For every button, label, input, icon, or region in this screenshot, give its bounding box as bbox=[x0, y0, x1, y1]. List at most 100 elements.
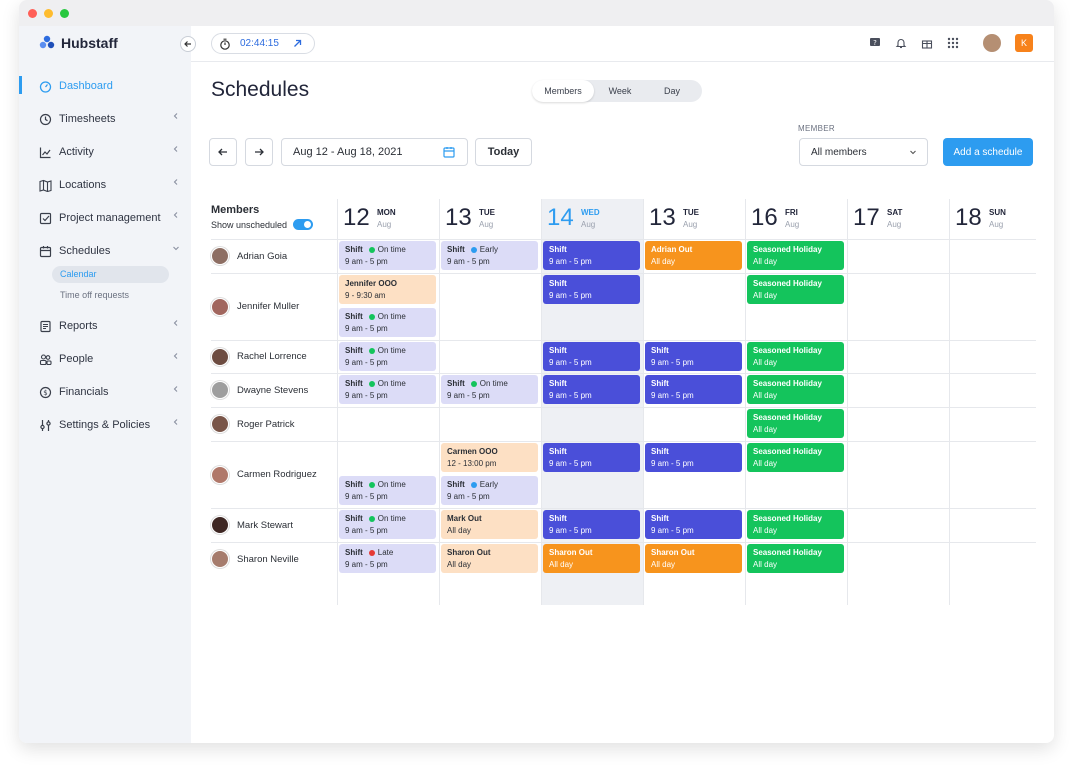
schedule-event[interactable]: Seasoned Holiday All day bbox=[747, 342, 844, 371]
bell-icon[interactable] bbox=[894, 36, 908, 50]
schedule-event[interactable]: Shift On time 9 am - 5 pm bbox=[441, 375, 538, 404]
schedule-event[interactable]: Shift Late 9 am - 5 pm bbox=[339, 544, 436, 573]
schedule-event[interactable]: Sharon Out All day bbox=[645, 544, 742, 573]
schedule-event[interactable]: Seasoned Holiday All day bbox=[747, 241, 844, 270]
member-row[interactable]: Jennifer Muller bbox=[211, 273, 337, 340]
schedule-event[interactable]: Seasoned Holiday All day bbox=[747, 275, 844, 304]
member-row[interactable]: Mark Stewart bbox=[211, 508, 337, 542]
schedule-event[interactable]: Shift 9 am - 5 pm bbox=[543, 510, 640, 539]
tab-week[interactable]: Week bbox=[608, 86, 632, 96]
tab-members[interactable]: Members bbox=[532, 80, 594, 102]
day-number: 13 bbox=[445, 204, 472, 231]
avatar bbox=[211, 465, 229, 484]
status-text: On time bbox=[377, 379, 406, 388]
schedule-event[interactable]: Seasoned Holiday All day bbox=[747, 544, 844, 573]
next-week-button[interactable] bbox=[245, 138, 273, 166]
schedule-event[interactable]: Shift 9 am - 5 pm bbox=[543, 342, 640, 371]
date-range-picker[interactable]: Aug 12 - Aug 18, 2021 bbox=[281, 138, 468, 166]
sidebar-subitem-time-off-requests[interactable]: Time off requests bbox=[60, 290, 130, 300]
schedule-event[interactable]: Jennifer OOO 9 - 9:30 am bbox=[339, 275, 436, 304]
schedule-event[interactable]: Shift 9 am - 5 pm bbox=[543, 443, 640, 472]
member-select[interactable]: All members bbox=[799, 138, 928, 166]
schedule-event[interactable]: Shift 9 am - 5 pm bbox=[543, 275, 640, 304]
sidebar-item-activity[interactable]: Activity bbox=[38, 141, 180, 163]
schedule-event[interactable]: Seasoned Holiday All day bbox=[747, 409, 844, 438]
schedule-event[interactable]: Shift On time 9 am - 5 pm bbox=[339, 241, 436, 270]
sidebar-item-settings-policies[interactable]: Settings & Policies bbox=[38, 414, 180, 436]
open-timer-icon[interactable] bbox=[293, 39, 302, 48]
app-name: Hubstaff bbox=[61, 35, 118, 51]
apps-grid-icon[interactable] bbox=[946, 36, 960, 50]
schedule-event[interactable]: Mark Out All day bbox=[441, 510, 538, 539]
sidebar-item-people[interactable]: People bbox=[38, 348, 180, 370]
row-divider bbox=[211, 407, 1036, 408]
schedule-event[interactable]: Shift On time 9 am - 5 pm bbox=[339, 476, 436, 505]
schedule-event[interactable]: Shift 9 am - 5 pm bbox=[543, 241, 640, 270]
event-time: 9 am - 5 pm bbox=[549, 256, 592, 266]
schedule-event[interactable]: Adrian Out All day bbox=[645, 241, 742, 270]
show-unscheduled: Show unscheduled bbox=[211, 219, 314, 230]
sidebar-item-timesheets[interactable]: Timesheets bbox=[38, 108, 180, 130]
tab-day[interactable]: Day bbox=[663, 86, 680, 96]
schedule-event[interactable]: Sharon Out All day bbox=[441, 544, 538, 573]
schedule-event[interactable]: Shift On time 9 am - 5 pm bbox=[339, 375, 436, 404]
member-row[interactable]: Carmen Rodriguez bbox=[211, 441, 337, 508]
sidebar-item-reports[interactable]: Reports bbox=[38, 315, 180, 337]
event-time: 9 am - 5 pm bbox=[549, 390, 592, 400]
schedule-event[interactable]: Shift 9 am - 5 pm bbox=[645, 443, 742, 472]
event-time: 9 am - 5 pm bbox=[549, 290, 592, 300]
member-row[interactable]: Sharon Neville bbox=[211, 542, 337, 576]
status-badge: On time bbox=[368, 513, 406, 525]
sidebar-item-financials[interactable]: $ Financials bbox=[38, 381, 180, 403]
schedule-event[interactable]: Sharon Out All day bbox=[543, 544, 640, 573]
member-name: Jennifer Muller bbox=[237, 301, 300, 312]
schedule-event[interactable]: Shift On time 9 am - 5 pm bbox=[339, 510, 436, 539]
schedule-event[interactable]: Seasoned Holiday All day bbox=[747, 510, 844, 539]
schedule-event[interactable]: Shift On time 9 am - 5 pm bbox=[339, 308, 436, 337]
sidebar-item-dashboard[interactable]: Dashboard bbox=[38, 75, 180, 97]
minimize-window-icon[interactable] bbox=[44, 9, 53, 18]
user-avatar[interactable] bbox=[983, 34, 1001, 52]
timer-widget[interactable]: 02:44:15 bbox=[211, 33, 315, 54]
member-row[interactable]: Roger Patrick bbox=[211, 407, 337, 441]
maximize-window-icon[interactable] bbox=[60, 9, 69, 18]
member-row[interactable]: Adrian Goia bbox=[211, 239, 337, 273]
add-schedule-button[interactable]: Add a schedule bbox=[943, 138, 1033, 166]
sidebar-subitem-calendar[interactable]: Calendar bbox=[52, 266, 169, 283]
schedule-event[interactable]: Seasoned Holiday All day bbox=[747, 375, 844, 404]
schedule-event[interactable]: Shift Early 9 am - 5 pm bbox=[441, 241, 538, 270]
event-time: 9 am - 5 pm bbox=[345, 559, 388, 569]
sidebar-item-schedules[interactable]: Schedules bbox=[38, 240, 180, 262]
event-title: Shift bbox=[447, 480, 465, 489]
gift-icon[interactable] bbox=[920, 36, 934, 50]
help-icon[interactable]: ? bbox=[868, 36, 882, 50]
schedule-event[interactable]: Shift Early 9 am - 5 pm bbox=[441, 476, 538, 505]
schedule-event[interactable]: Carmen OOO 12 - 13:00 pm bbox=[441, 443, 538, 472]
view-switcher: Members Week Day bbox=[532, 80, 702, 102]
column-divider bbox=[439, 199, 440, 605]
schedule-event[interactable]: Shift 9 am - 5 pm bbox=[645, 342, 742, 371]
sidebar-item-project-management[interactable]: Project management bbox=[38, 207, 180, 229]
schedule-event[interactable]: Shift 9 am - 5 pm bbox=[543, 375, 640, 404]
people-icon bbox=[38, 352, 52, 366]
schedule-event[interactable]: Shift 9 am - 5 pm bbox=[645, 375, 742, 404]
dashboard-icon bbox=[38, 79, 52, 93]
checkbox-icon bbox=[38, 211, 52, 225]
event-title: Shift bbox=[651, 346, 669, 355]
prev-week-button[interactable] bbox=[209, 138, 237, 166]
day-of-week: WED bbox=[581, 208, 600, 217]
today-button[interactable]: Today bbox=[475, 138, 532, 166]
member-row[interactable]: Rachel Lorrence bbox=[211, 340, 337, 373]
day-of-week: FRI bbox=[785, 208, 798, 217]
event-time: 9 am - 5 pm bbox=[345, 323, 388, 333]
member-row[interactable]: Dwayne Stevens bbox=[211, 373, 337, 407]
show-unscheduled-toggle[interactable] bbox=[293, 219, 314, 230]
logo[interactable]: Hubstaff bbox=[39, 35, 118, 51]
org-badge[interactable]: K bbox=[1015, 34, 1033, 52]
collapse-sidebar-button[interactable] bbox=[180, 36, 196, 52]
schedule-event[interactable]: Seasoned Holiday All day bbox=[747, 443, 844, 472]
schedule-event[interactable]: Shift On time 9 am - 5 pm bbox=[339, 342, 436, 371]
close-window-icon[interactable] bbox=[28, 9, 37, 18]
schedule-event[interactable]: Shift 9 am - 5 pm bbox=[645, 510, 742, 539]
sidebar-item-locations[interactable]: Locations bbox=[38, 174, 180, 196]
